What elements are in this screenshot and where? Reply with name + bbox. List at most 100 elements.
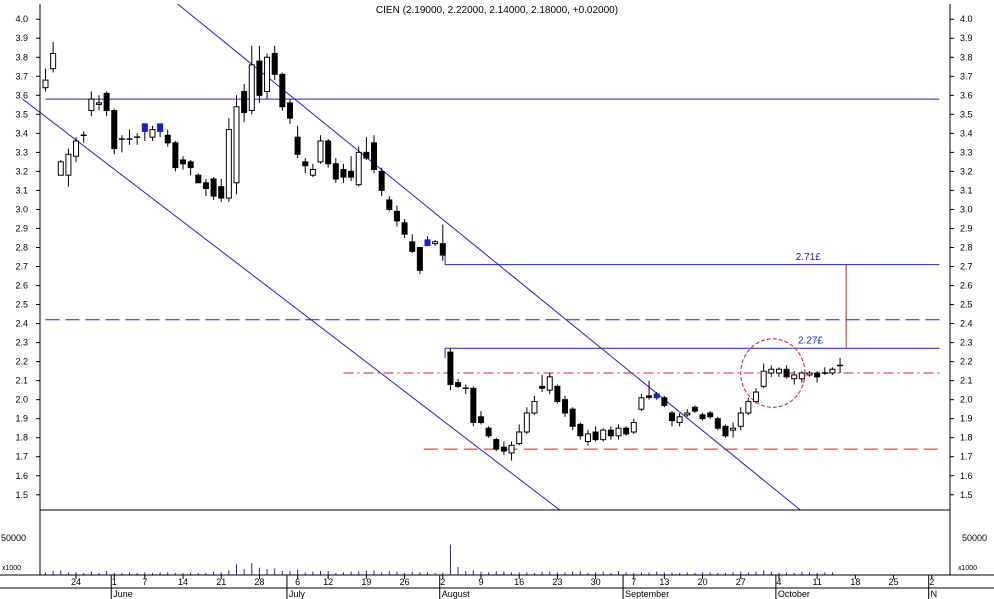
price-tick-label: 2.8 [15,242,28,252]
month-label: October [778,589,810,599]
price-tick-label: 3.7 [15,71,28,81]
x-tick-label: 7 [142,577,147,587]
candle-body [814,372,821,378]
x-tick-label: 2 [440,577,445,587]
price-tick-label: 2.4 [15,319,28,329]
price-tick-label: 3.3 [960,147,973,157]
month-label: N [931,589,938,599]
candle-body [149,129,156,138]
volume-unit-left: x1000 [2,565,21,572]
volume-unit-right: x1000 [958,565,977,572]
candle-body [753,391,760,403]
candle-body [562,399,569,414]
candle-body [455,382,462,387]
x-tick-label: 26 [400,577,410,587]
candle-body [73,140,80,157]
candle-body [531,401,538,414]
price-tick-label: 1.6 [15,471,28,481]
candle-body [210,178,217,197]
candle-body [187,161,194,169]
trend-line [444,255,940,266]
price-tick-label: 2.1 [960,376,973,386]
candle-body [164,134,171,144]
price-tick-label: 2.4 [960,319,973,329]
price-tick-label: 2.1 [15,376,28,386]
candle-body [730,427,737,431]
candle-body [554,385,561,403]
x-tick-label: 27 [736,577,746,587]
candle-body [218,186,225,199]
chart-title: CIEN (2.19000, 2.22000, 2.14000, 2.18000… [376,5,618,16]
x-tick-label: 25 [889,577,899,587]
x-tick-label: 18 [850,577,860,587]
price-tick-label: 2.5 [15,300,28,310]
volume-tick-right: 50000 [962,533,987,543]
candle-body [325,140,332,165]
x-tick-label: 21 [216,577,226,587]
volume-tick-left: 50000 [1,533,26,543]
price-tick-label: 1.7 [15,452,28,462]
price-tick-label: 3.1 [960,185,973,195]
candle-body [241,91,248,113]
candle-body [432,241,439,245]
candle-body [42,79,49,89]
x-tick-label: 4 [776,577,781,587]
x-tick-label: 9 [478,577,483,587]
candle-body [294,136,301,155]
trend-line [22,98,561,511]
candle-body [248,64,255,112]
candle-body [775,368,782,374]
candle-body [714,418,721,429]
price-tick-label: 2.6 [15,281,28,291]
candle-body [661,397,668,406]
x-tick-label: 14 [178,577,188,587]
candle-body [50,52,57,70]
candles [42,42,844,461]
price-tick-label: 3.4 [15,128,28,138]
x-tick-label: 12 [323,577,333,587]
candle-body [378,170,385,191]
candle-body [202,182,209,190]
candle-body [103,92,110,112]
price-tick-label: 2.9 [960,223,973,233]
candle-body [638,397,645,410]
x-tick-label: 13 [659,577,669,587]
x-tick-label: 28 [254,577,264,587]
price-tick-label: 2.2 [960,357,973,367]
candle-body [722,425,729,437]
candle-body [546,376,553,391]
price-tick-label: 3.9 [15,33,28,43]
candle-body [500,446,507,452]
price-tick-label: 3.5 [960,109,973,119]
price-tick-label: 2.2 [15,357,28,367]
candle-body [401,222,408,235]
x-tick-label: 19 [361,577,371,587]
candle-body [691,406,698,412]
candle-body [286,102,293,119]
x-tick-label: 24 [71,577,81,587]
month-label: June [113,589,133,599]
month-label: July [289,589,306,599]
candle-body [699,414,706,420]
price-tick-label: 1.9 [960,414,973,424]
month-labels: June July August September October N [110,575,938,599]
candle-body [783,368,790,378]
candle-body [493,439,500,450]
candle-body [477,416,484,423]
candle-body [745,401,752,414]
price-tick-label: 1.5 [960,490,973,500]
price-tick-label: 1.8 [15,433,28,443]
price-tick-label: 3.5 [15,109,28,119]
price-tick-label: 2.3 [15,338,28,348]
price-tick-label: 3.9 [960,33,973,43]
candle-body [309,168,316,176]
candle-body [707,412,714,418]
candle-body [348,170,355,178]
price-tick-label: 2.0 [15,395,28,405]
price-annotation: 2.27£ [798,336,823,347]
candle-body [332,163,339,180]
x-tick-label: 7 [631,577,636,587]
candle-body [607,429,614,437]
price-tick-label: 2.5 [960,300,973,310]
price-tick-label: 2.6 [960,281,973,291]
